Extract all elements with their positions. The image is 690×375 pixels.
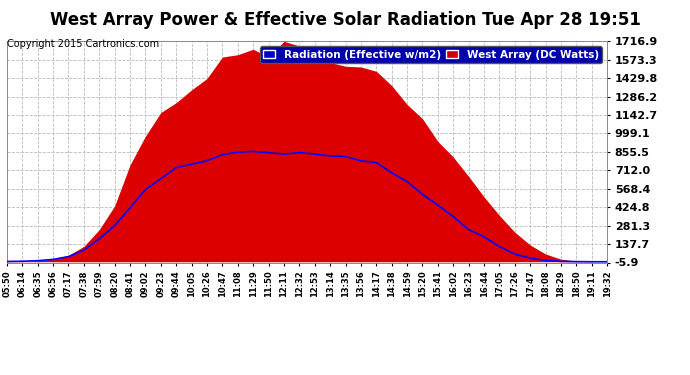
Legend: Radiation (Effective w/m2), West Array (DC Watts): Radiation (Effective w/m2), West Array (… <box>259 46 602 63</box>
Text: West Array Power & Effective Solar Radiation Tue Apr 28 19:51: West Array Power & Effective Solar Radia… <box>50 11 640 29</box>
Text: Copyright 2015 Cartronics.com: Copyright 2015 Cartronics.com <box>7 39 159 50</box>
